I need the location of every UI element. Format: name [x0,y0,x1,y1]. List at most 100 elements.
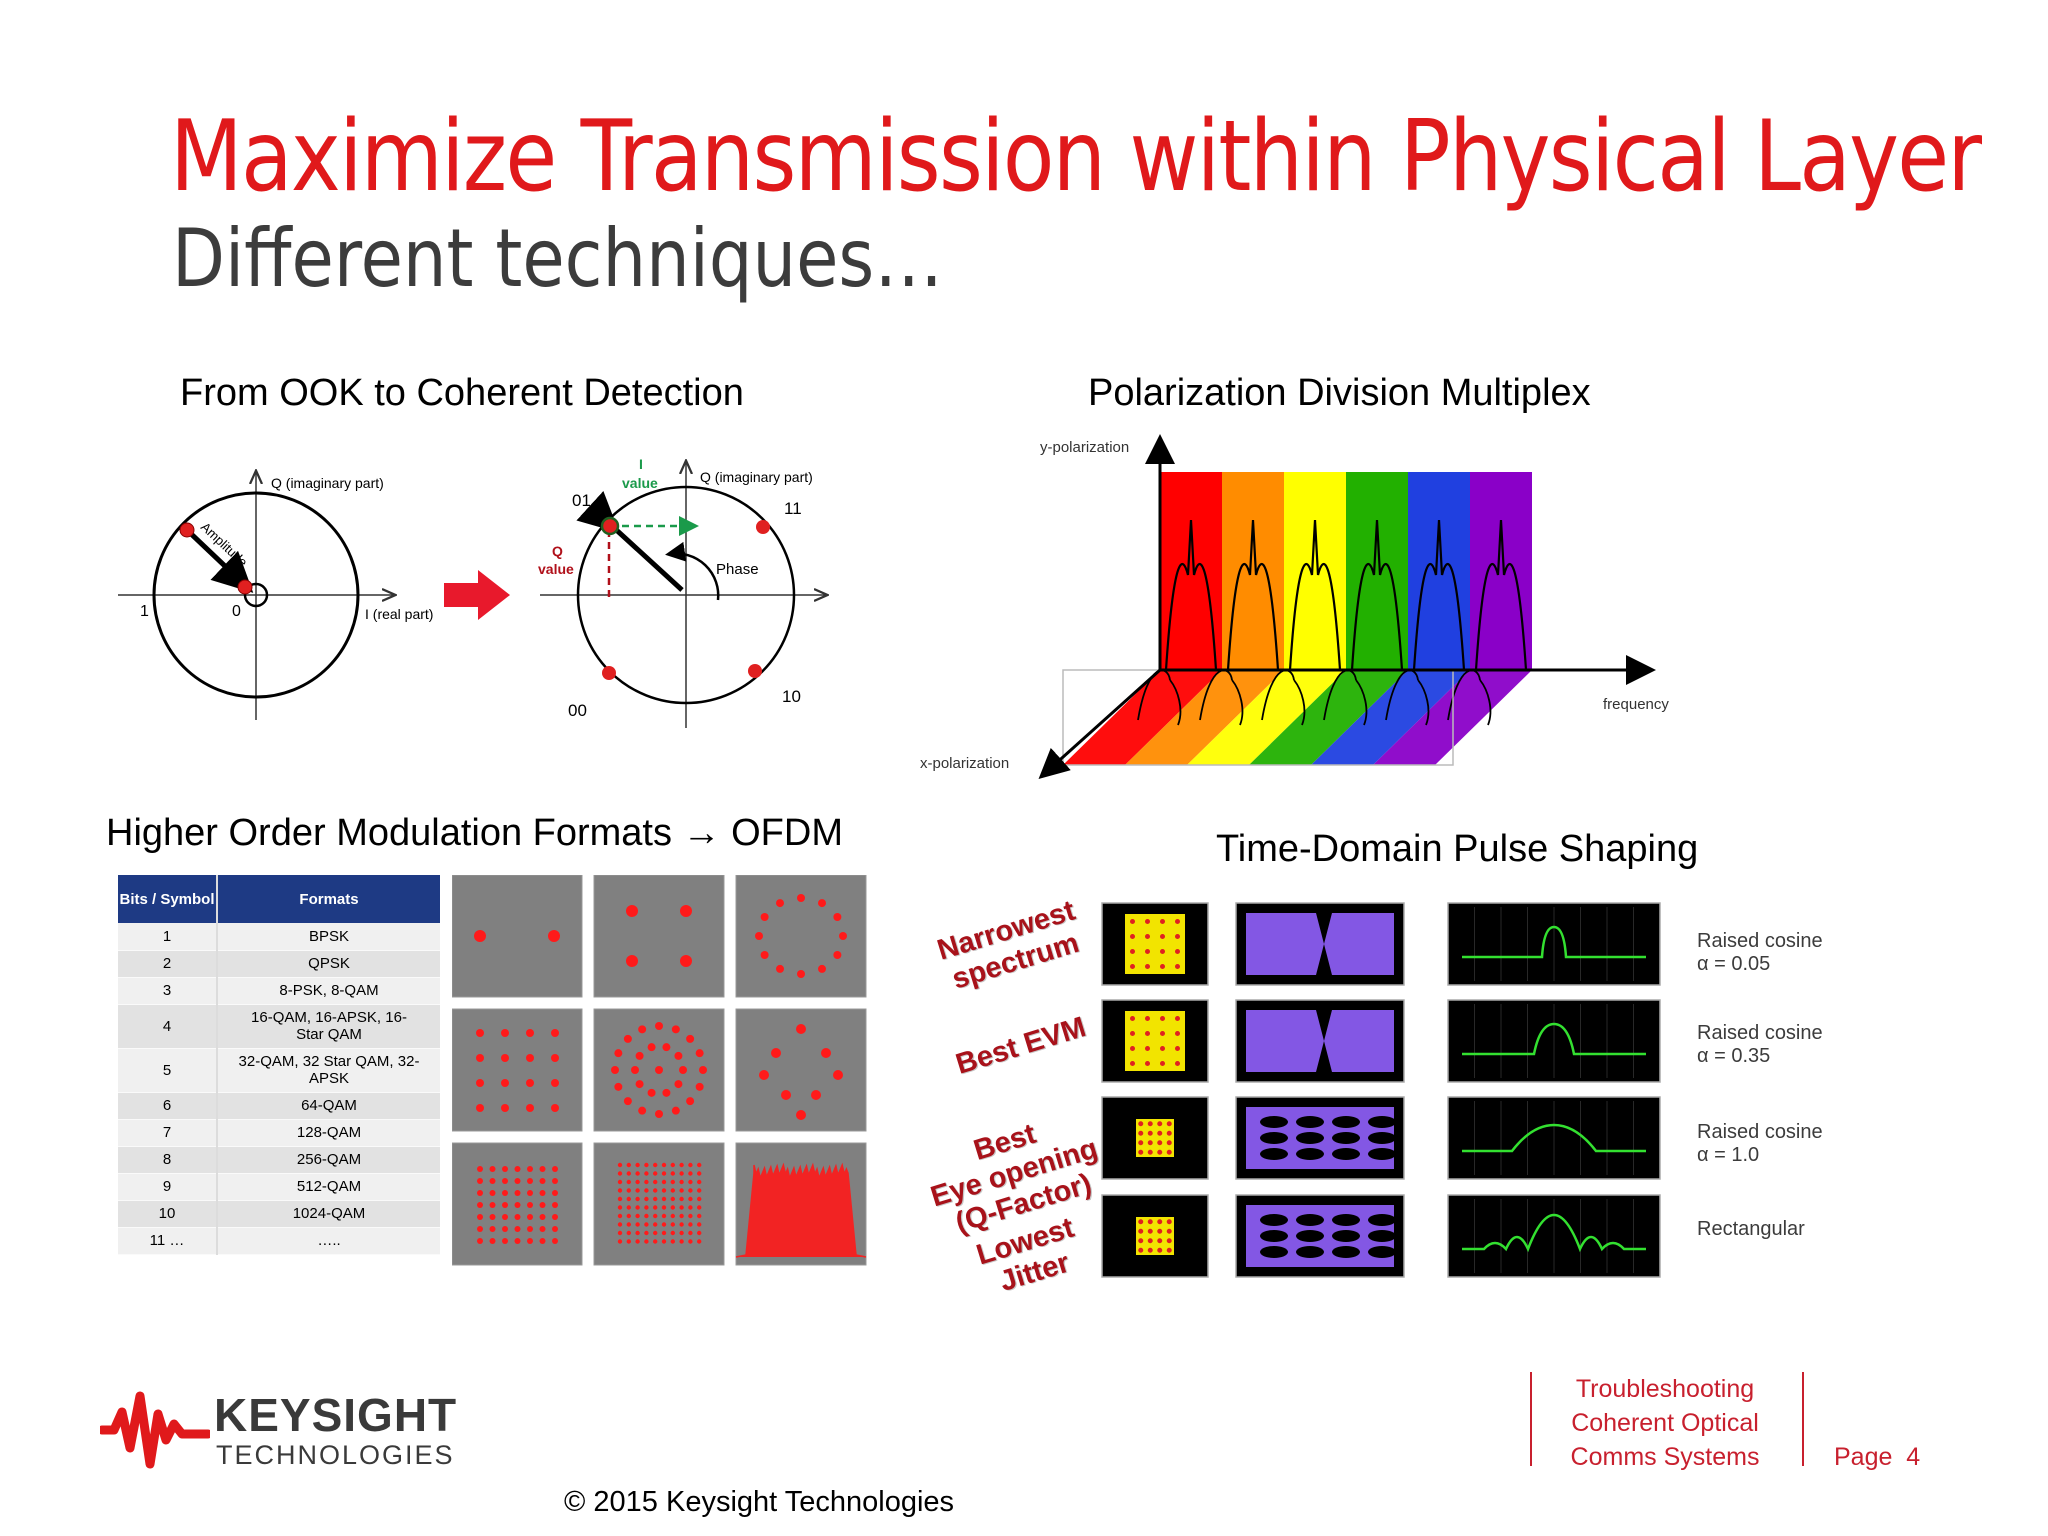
y-pol-band [1284,472,1346,670]
spectrum-trace [1462,925,1646,959]
frequency-label: frequency [1603,696,1669,713]
y-pol-spectrum [1288,519,1342,671]
pulse-shaping-panels [1101,902,1661,1278]
copyright-text: © 2015 Keysight Technologies [564,1486,955,1518]
label-one: 1 [140,603,149,620]
bits-cell: 6 [118,1092,218,1120]
ook-symbol-one [179,522,195,538]
table-row: 7 128-QAM [118,1119,440,1147]
table-row: 1 BPSK [118,923,440,951]
sym-01-label: 01 [572,491,591,510]
format-cell: 256-QAM [217,1146,440,1174]
bits-cell: 10 [118,1200,218,1228]
keysight-wave-logo-icon [100,1391,210,1469]
format-cell: 16-QAM, 16-APSK, 16-Star QAM [217,1004,440,1049]
pdm-diagram: y-polarization x-polarization frequency [920,434,1669,780]
section-ook-heading: From OOK to Coherent Detection [180,372,744,414]
ook-symbol-zero [237,579,253,595]
x-pol-spectrum [1323,669,1368,726]
bits-cell: 3 [118,977,218,1005]
sym-11-label: 11 [784,499,802,518]
y-pol-spectrum [1164,519,1218,671]
table-row: 8 256-QAM [118,1146,440,1174]
svg-text:value: value [538,561,574,577]
x-pol-spectrum [1261,669,1306,726]
footer-divider-right [1802,1372,1804,1466]
q-value-label: Q [552,543,563,559]
ofdm-spectrum [735,1162,867,1258]
phase-arc [665,541,720,601]
bpsk-panel [452,875,583,998]
document-title: Troubleshooting Coherent Optical Comms Sys… [1570,1375,1760,1471]
256qam-panel [593,1142,725,1266]
y-pol-band [1222,472,1284,670]
slide-title: Maximize Transmission within Physical La… [170,100,1982,214]
benefit-best-eye-opening: Best Eye opening (Q-Factor) [927,1117,1102,1240]
slide-subtitle: Different techniques… [172,212,944,305]
bits-cell: 11 … [118,1227,218,1255]
x-pol-band [1063,670,1222,765]
bits-cell: 7 [118,1119,218,1147]
q-axis-label-2: Q (imaginary part) [700,469,813,485]
y-pol-band [1160,472,1222,670]
phase-label: Phase [716,561,759,578]
filter-label-rc-035: Raised cosine α = 0.35 [1697,1022,1823,1067]
symbol-11 [756,520,770,534]
bits-cell: 4 [118,1004,218,1049]
label-zero: 0 [232,603,241,620]
y-pol-band [1408,472,1470,670]
pulse-benefits: Narrowest spectrum Best EVM Best Eye openi… [920,880,1120,1300]
filter-label-rc-005: Raised cosine α = 0.05 [1697,930,1823,975]
table-row: 5 32-QAM, 32 Star QAM, 32-APSK [118,1048,440,1093]
format-cell: 8-PSK, 8-QAM [217,977,440,1005]
x-pol-axis [1038,668,1162,780]
format-cell: ….. [217,1227,440,1255]
16qam-panel [452,1008,583,1132]
amplitude-circle [152,491,360,699]
format-cell: 128-QAM [217,1119,440,1147]
benefit-narrowest-spectrum: Narrowest spectrum [933,894,1083,996]
format-cell: BPSK [217,923,440,951]
section-pdm-heading: Polarization Division Multiplex [1088,372,1591,414]
spectrum-trace [1462,1022,1646,1056]
x-pol-band [1249,670,1408,765]
table-row: 10 1024-QAM [118,1200,440,1228]
x-pol-band [1125,670,1284,765]
table-row: 3 8-PSK, 8-QAM [118,977,440,1005]
x-pol-band [1311,670,1470,765]
bits-symbol-table: Bits / Symbol Formats 1 BPSK 2 QPSK 3 8-PSK, … [118,875,440,1255]
bits-cell: 9 [118,1173,218,1201]
x-pol-spectrum [1199,669,1244,726]
benefit-best-evm: Best EVM [952,1011,1090,1081]
bits-cell: 8 [118,1146,218,1174]
format-cell: 32-QAM, 32 Star QAM, 32-APSK [217,1048,440,1093]
spectrum-trace [1462,1123,1646,1153]
constellation-grid [452,875,867,1266]
x-pol-band [1187,670,1346,765]
format-cell: 512-QAM [217,1173,440,1201]
format-cell: 1024-QAM [217,1200,440,1228]
x-pol-spectrum [1385,669,1430,726]
qpsk-panel [593,875,725,998]
section-homf-heading: Higher Order Modulation Formats → OFDM [106,812,843,854]
table-row: 6 64-QAM [118,1092,440,1120]
sym-10-label: 10 [782,687,801,706]
y-pol-spectrum [1474,519,1528,671]
table-row: 9 512-QAM [118,1173,440,1201]
i-axis-label: I (real part) [365,606,433,622]
table-row: 2 QPSK [118,950,440,978]
svg-text:value: value [622,475,658,491]
phasor-arrow [576,490,684,592]
x-pol-label: x-polarization [920,755,1009,772]
table-header-formats: Formats [217,875,440,923]
filter-label-rectangular: Rectangular [1697,1218,1805,1240]
symbol-01 [600,516,620,536]
ook-coherent-diagram: Q (imaginary part) I (real part) Amplitu… [118,456,850,728]
format-cell: 64-QAM [217,1092,440,1120]
y-pol-band [1346,472,1408,670]
brand-subtitle: TECHNOLOGIES [216,1440,455,1470]
constellation-circle [576,485,796,705]
sym-00-label: 00 [568,701,587,720]
table-row: 4 16-QAM, 16-APSK, 16-Star QAM [118,1004,440,1049]
y-pol-label: y-polarization [1040,439,1129,456]
